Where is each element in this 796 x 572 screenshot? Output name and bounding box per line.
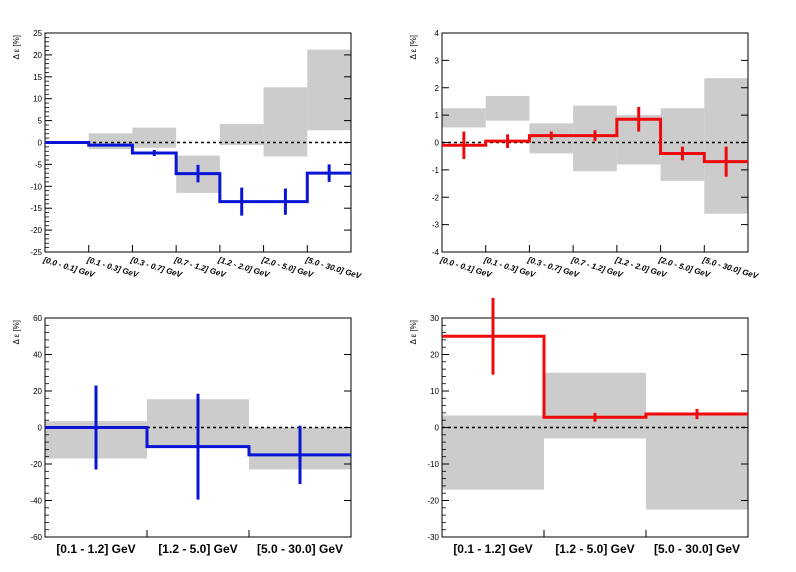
y-tick-label: 20 bbox=[430, 351, 439, 360]
category-label: [1.2 - 5.0] GeV bbox=[158, 542, 237, 556]
y-tick-label: -20 bbox=[30, 226, 42, 235]
y-tick-label: 15 bbox=[33, 73, 42, 82]
systematic-band-6 bbox=[660, 108, 705, 181]
y-tick-label: -20 bbox=[427, 497, 439, 506]
y-tick-label: 0 bbox=[435, 139, 440, 148]
y-axis-label: Δ ε [%] bbox=[409, 320, 418, 344]
category-label: [5.0 - 30.0] GeV bbox=[304, 255, 363, 281]
systematic-band-3 bbox=[646, 414, 748, 510]
category-label: [0.1 - 1.2] GeV bbox=[56, 542, 135, 556]
y-tick-label: -3 bbox=[432, 221, 440, 230]
y-tick-label: 4 bbox=[435, 29, 440, 38]
step-line bbox=[442, 117, 748, 164]
panel-3: -60 -40 -20 0 20 40 60 Δ ε [%] [0.1 - 1.2] GeV [1… bbox=[12, 314, 352, 556]
y-axis-label: Δ ε [%] bbox=[409, 35, 418, 59]
panel-4: -30 -20 -10 0 10 20 30 Δ ε [%] [0.1 - 1.2] GeV [1… bbox=[409, 297, 749, 556]
category-label: [5.0 - 30.0] GeV bbox=[257, 542, 343, 556]
step-line bbox=[45, 141, 351, 204]
category-label: [0.1 - 1.2] GeV bbox=[453, 542, 532, 556]
y-tick-label: -60 bbox=[30, 533, 42, 542]
y-tick-label: 10 bbox=[430, 387, 439, 396]
y-tick-label: 2 bbox=[435, 84, 440, 93]
y-tick-label: 5 bbox=[38, 117, 43, 126]
y-tick-label: -10 bbox=[427, 460, 439, 469]
systematic-band-2 bbox=[544, 372, 646, 439]
category-label: [1.2 - 5.0] GeV bbox=[555, 542, 634, 556]
y-tick-label: 0 bbox=[435, 424, 440, 433]
systematic-band-1 bbox=[442, 108, 486, 128]
y-tick-label: 0 bbox=[38, 424, 43, 433]
y-axis-label: Δ ε [%] bbox=[12, 35, 21, 59]
y-axis-label: Δ ε [%] bbox=[12, 320, 21, 344]
systematic-band-7 bbox=[704, 78, 748, 214]
systematic-band-5 bbox=[219, 124, 264, 146]
y-tick-label: -20 bbox=[30, 460, 42, 469]
systematic-band-6 bbox=[263, 87, 308, 157]
y-tick-label: 30 bbox=[430, 314, 439, 323]
y-tick-label: -1 bbox=[432, 166, 440, 175]
y-tick-label: 25 bbox=[33, 29, 42, 38]
y-tick-label: -2 bbox=[432, 193, 440, 202]
y-tick-label: 20 bbox=[33, 51, 42, 60]
y-tick-label: 3 bbox=[435, 56, 440, 65]
y-tick-label: 0 bbox=[38, 139, 43, 148]
y-tick-label: -40 bbox=[30, 497, 42, 506]
y-tick-label: -10 bbox=[30, 182, 42, 191]
systematic-band-1 bbox=[442, 415, 544, 490]
y-tick-label: -15 bbox=[30, 204, 42, 213]
systematic-band-2 bbox=[485, 95, 530, 121]
y-tick-label: 60 bbox=[33, 314, 42, 323]
y-tick-label: -4 bbox=[432, 248, 440, 257]
y-tick-label: -30 bbox=[427, 533, 439, 542]
category-label: [5.0 - 30.0] GeV bbox=[701, 255, 760, 281]
y-tick-label: -25 bbox=[30, 248, 42, 257]
y-tick-label: 1 bbox=[435, 111, 440, 120]
y-tick-label: 40 bbox=[33, 351, 42, 360]
y-tick-label: 20 bbox=[33, 387, 42, 396]
systematic-band-2 bbox=[88, 133, 133, 150]
y-tick-label: 10 bbox=[33, 95, 42, 104]
systematic-band-3 bbox=[132, 127, 177, 148]
category-label: [5.0 - 30.0] GeV bbox=[654, 542, 740, 556]
y-tick-label: -5 bbox=[35, 160, 43, 169]
systematic-band-7 bbox=[307, 49, 351, 131]
